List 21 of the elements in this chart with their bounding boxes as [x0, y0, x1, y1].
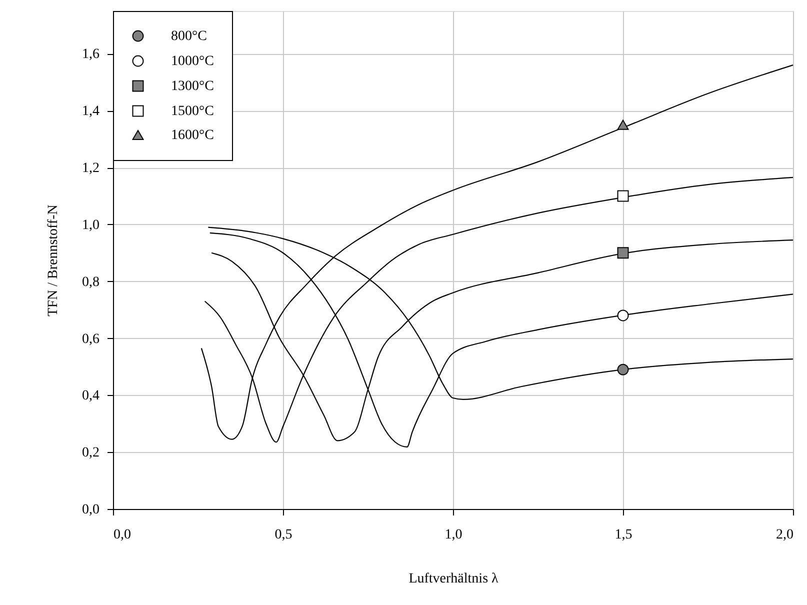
legend-label: 1600°C [171, 128, 214, 143]
x-tick-label: 1,0 [444, 528, 462, 542]
x-tick-label: 0,0 [114, 528, 131, 542]
y-tick-label: 0,0 [82, 502, 100, 518]
y-tick-label: 1,4 [82, 104, 100, 120]
legend-label: 1300°C [171, 79, 214, 94]
y-tick-label: 1,6 [82, 47, 100, 62]
legend-label: 800°C [171, 29, 207, 44]
y-tick-label: 0,2 [82, 446, 100, 461]
y-tick-label: 1,0 [82, 218, 100, 233]
x-axis-title: Luftverhältnis λ [408, 572, 499, 586]
legend-label: 1000°C [171, 54, 214, 69]
x-tick-label: 0,5 [274, 528, 292, 542]
y-tick-label: 0,8 [82, 274, 100, 290]
y-axis-title: TFN / Brennstoff-N [46, 204, 61, 316]
y-tick-label: 0,6 [82, 332, 100, 347]
y-tick-label: 0,4 [82, 388, 100, 404]
x-tick-label: 2,0 [776, 528, 794, 542]
y-tick-label: 1,2 [82, 161, 100, 176]
legend-label: 1500°C [171, 104, 214, 119]
x-tick-label: 1,5 [614, 528, 632, 542]
